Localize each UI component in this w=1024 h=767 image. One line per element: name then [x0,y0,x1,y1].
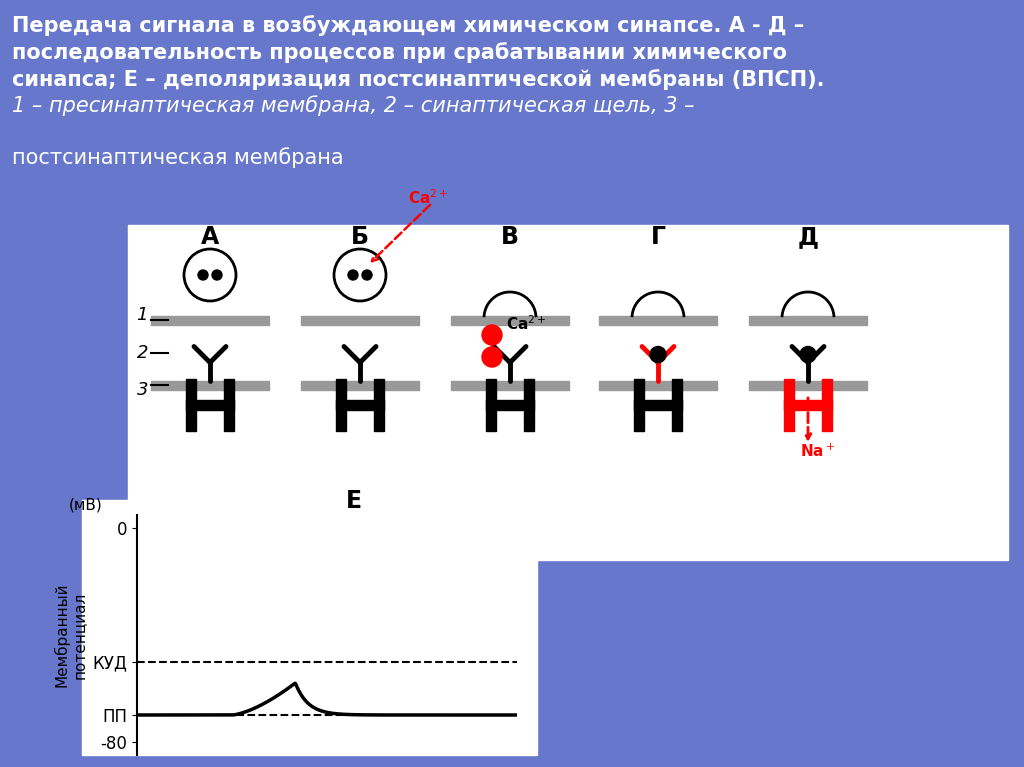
Bar [451,315,569,324]
Bar [749,380,867,390]
Text: Na$^+$: Na$^+$ [800,443,835,460]
Text: 2: 2 [136,344,148,361]
Text: В: В [501,225,519,249]
Text: постсинаптическая мембрана: постсинаптическая мембрана [12,147,344,168]
Bar [301,380,419,390]
Text: Б: Б [351,225,369,249]
Circle shape [800,347,816,363]
Text: А: А [201,225,219,249]
Text: 3: 3 [136,381,148,399]
Bar [186,379,196,431]
Text: (мВ): (мВ) [69,498,102,512]
Bar [599,315,717,324]
Bar [486,400,534,410]
Bar [151,380,269,390]
Bar [749,315,867,324]
Bar [336,379,346,431]
Bar [374,379,384,431]
Bar [784,379,794,431]
Bar [599,380,717,390]
Circle shape [184,249,236,301]
Circle shape [482,325,502,345]
Bar [634,379,644,431]
Bar [128,225,1008,560]
Text: синапса; Е – деполяризация постсинаптической мембраны (ВПСП).: синапса; Е – деполяризация постсинаптиче… [12,69,824,90]
Circle shape [198,270,208,280]
Bar [82,500,537,755]
Text: Г: Г [650,225,666,249]
Circle shape [348,270,358,280]
Bar [224,379,234,431]
Text: Ca$^{2+}$: Ca$^{2+}$ [506,314,546,333]
Text: 1: 1 [136,306,148,324]
Bar [451,380,569,390]
Circle shape [362,270,372,280]
Circle shape [334,249,386,301]
Bar [784,400,831,410]
Bar [486,379,496,431]
Bar [672,379,682,431]
Circle shape [482,347,502,367]
Bar [186,400,234,410]
Bar [524,379,534,431]
Bar [822,379,831,431]
Text: Ca$^{2+}$: Ca$^{2+}$ [408,189,449,207]
Text: Д: Д [798,225,818,249]
Circle shape [212,270,222,280]
Bar [336,400,384,410]
Text: Передача сигнала в возбуждающем химическом синапсе. А - Д –: Передача сигнала в возбуждающем химическ… [12,15,804,36]
Bar [301,315,419,324]
Bar [151,315,269,324]
Text: последовательность процессов при срабатывании химического: последовательность процессов при срабаты… [12,42,787,63]
Text: 1 – пресинаптическая мембрана, 2 – синаптическая щель, 3 –: 1 – пресинаптическая мембрана, 2 – синап… [12,95,694,116]
Circle shape [650,347,666,363]
Y-axis label: Мембранный
потенциал: Мембранный потенциал [53,583,87,687]
Text: Е: Е [346,489,362,512]
Bar [634,400,682,410]
